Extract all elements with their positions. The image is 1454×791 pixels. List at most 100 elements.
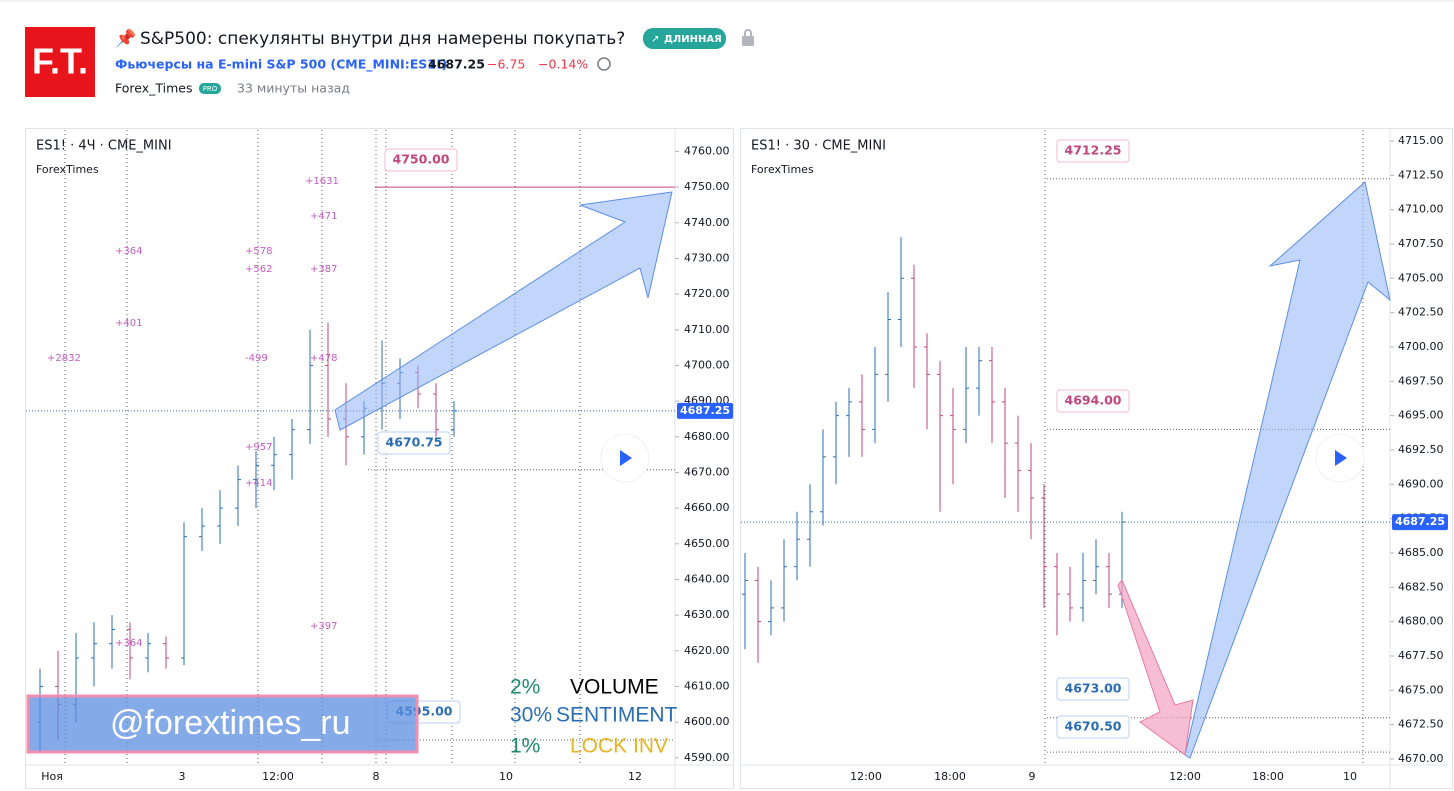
candle — [794, 511, 800, 581]
y-tick-label: 4692.50 — [1398, 443, 1444, 456]
chart-subtitle: ForexTimes — [36, 163, 99, 176]
x-tick-label: 9 — [1029, 770, 1036, 783]
logo-text: F.T. — [32, 41, 88, 82]
chart-subtitle: ForexTimes — [751, 163, 814, 176]
badge — [643, 28, 726, 49]
candle — [181, 522, 187, 666]
x-tick-label: 12:00 — [1169, 770, 1201, 783]
candle — [1015, 415, 1021, 512]
x-tick-label: 8 — [373, 770, 380, 783]
candle — [1106, 552, 1112, 608]
overlay-label: LOCK INV — [570, 735, 668, 758]
candle — [950, 388, 956, 485]
candle — [1002, 388, 1008, 499]
last-price-box — [1392, 514, 1448, 531]
symbol-link[interactable]: Фьючерсы на E-mini S&P 500 (CME_MINI:ES1… — [115, 57, 447, 73]
y-tick-label: 4640.00 — [684, 572, 730, 585]
y-tick-label: 4710.00 — [1398, 203, 1444, 216]
candle — [91, 622, 97, 687]
candle — [199, 508, 205, 551]
overlay-pct: 2% — [510, 676, 540, 699]
x-tick-label: 10 — [499, 770, 513, 783]
x-tick-label: 10 — [1343, 770, 1357, 783]
candle — [911, 264, 917, 389]
candle — [755, 566, 761, 663]
y-tick-label: 4650.00 — [684, 537, 730, 550]
banner — [26, 694, 419, 754]
candle — [846, 388, 852, 457]
last-price-label: 4687.25 — [1395, 515, 1445, 528]
price-label: 4673.00 — [1065, 681, 1122, 696]
candle — [859, 374, 865, 457]
alert-icon[interactable] — [597, 57, 611, 71]
y-tick-label: 4672.50 — [1398, 718, 1444, 731]
price-label: 4750.00 — [393, 152, 450, 167]
x-tick-label: 12:00 — [850, 770, 882, 783]
candle — [742, 552, 748, 650]
candle — [289, 418, 295, 480]
price-label: 4694.00 — [1065, 393, 1122, 408]
candle — [781, 539, 787, 622]
price-label: 4670.75 — [386, 435, 443, 450]
y-tick-label: 4760.00 — [684, 144, 730, 157]
overlay-pct: 1% — [510, 735, 540, 758]
candle — [989, 346, 995, 444]
candle — [433, 383, 439, 437]
last-price-label: 4687.25 — [680, 404, 730, 417]
change-pct: −0.14% — [538, 57, 588, 72]
price-label-box — [377, 431, 451, 455]
x-tick-label: 18:00 — [1252, 770, 1284, 783]
arrow-right-down — [1117, 579, 1194, 756]
annotation: +364 — [115, 638, 142, 649]
price: 4687.25 — [428, 57, 485, 72]
y-tick-label: 4680.00 — [1398, 615, 1444, 628]
y-tick-label: 4730.00 — [684, 251, 730, 264]
arrow-left — [334, 191, 673, 431]
author[interactable]: Forex_Times — [115, 81, 192, 96]
candle — [271, 436, 277, 491]
y-tick-label: 4710.00 — [684, 323, 730, 336]
y-tick-label: 4712.50 — [1398, 168, 1444, 181]
badge-text: ДЛИННАЯ — [664, 34, 722, 45]
annotation: +471 — [310, 211, 337, 222]
candle — [451, 401, 457, 437]
pro-text: PRO — [203, 85, 218, 93]
candle — [1028, 443, 1034, 540]
y-tick-label: 4670.00 — [1398, 752, 1444, 765]
x-tick-label: 12:00 — [262, 770, 294, 783]
candle — [325, 322, 331, 437]
y-tick-label: 4750.00 — [684, 180, 730, 193]
candle — [937, 360, 943, 512]
candle — [1067, 566, 1073, 622]
price-label: 4712.25 — [1065, 143, 1122, 158]
arrow-right-up — [1184, 181, 1391, 759]
candle — [833, 401, 839, 485]
overlay-pct: 30% — [510, 704, 552, 727]
lock-shackle — [744, 29, 752, 36]
x-tick-label: Ноя — [41, 770, 63, 783]
annotation: +1631 — [305, 176, 339, 187]
candle — [820, 429, 826, 526]
price-label-box — [1056, 389, 1130, 413]
logo — [25, 27, 95, 97]
y-tick-label: 4590.00 — [684, 751, 730, 764]
pro-badge — [199, 83, 221, 94]
price-label-box — [1056, 715, 1130, 739]
candle — [127, 622, 133, 680]
banner-text: @forextimes_ru — [110, 704, 350, 742]
annotation: +364 — [115, 246, 142, 257]
candle — [898, 237, 904, 347]
candle — [145, 633, 151, 673]
change: −6.75 — [487, 57, 525, 72]
y-tick-label: 4720.00 — [684, 287, 730, 300]
badge-arrow: ↗ — [651, 34, 659, 45]
candle — [163, 636, 169, 669]
overlay-label: SENTIMENT — [556, 704, 678, 727]
idea-title[interactable]: S&P500: спекулянты внутри дня намерены п… — [140, 29, 625, 49]
price-label-box — [1056, 677, 1130, 701]
annotation: +401 — [115, 318, 142, 329]
candle — [768, 580, 774, 636]
y-tick-label: 4675.00 — [1398, 683, 1444, 696]
